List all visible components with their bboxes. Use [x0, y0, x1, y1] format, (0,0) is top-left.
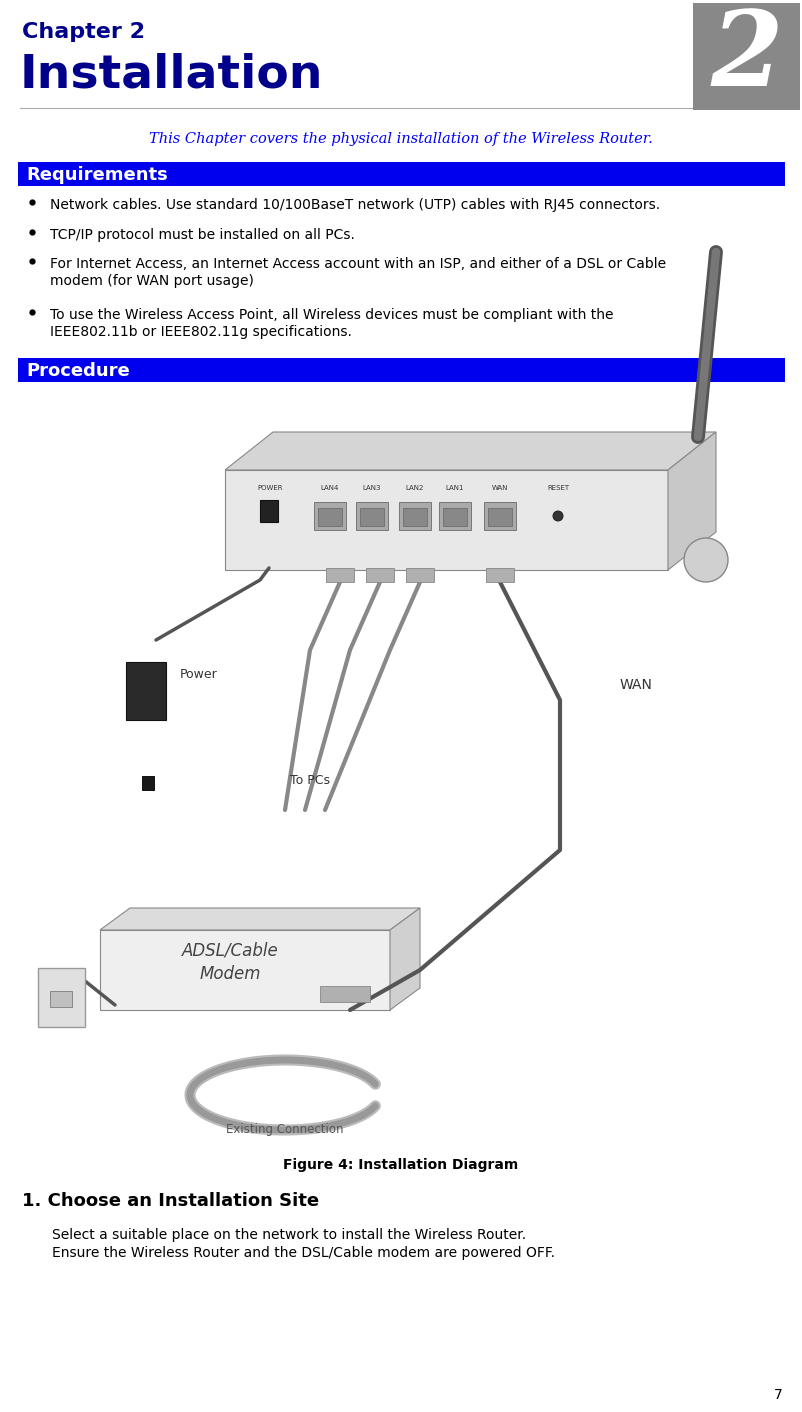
Text: Ensure the Wireless Router and the DSL/Cable modem are powered OFF.: Ensure the Wireless Router and the DSL/C…	[52, 1245, 554, 1260]
Circle shape	[553, 511, 562, 521]
Text: LAN1: LAN1	[445, 484, 464, 491]
FancyBboxPatch shape	[50, 991, 72, 1007]
Text: TCP/IP protocol must be installed on all PCs.: TCP/IP protocol must be installed on all…	[50, 227, 354, 241]
Polygon shape	[225, 432, 715, 470]
Text: Power: Power	[180, 668, 217, 682]
FancyBboxPatch shape	[326, 568, 354, 582]
FancyBboxPatch shape	[260, 500, 277, 522]
Text: RESET: RESET	[546, 484, 569, 491]
Text: This Chapter covers the physical installation of the Wireless Router.: This Chapter covers the physical install…	[149, 131, 652, 145]
Polygon shape	[100, 908, 419, 931]
FancyBboxPatch shape	[18, 359, 784, 383]
Text: WAN: WAN	[491, 484, 508, 491]
Text: To PCs: To PCs	[290, 774, 330, 786]
Text: POWER: POWER	[257, 484, 282, 491]
Polygon shape	[225, 470, 667, 570]
Text: Figure 4: Installation Diagram: Figure 4: Installation Diagram	[283, 1158, 518, 1172]
Text: Chapter 2: Chapter 2	[22, 23, 145, 42]
FancyBboxPatch shape	[355, 503, 387, 530]
FancyBboxPatch shape	[38, 969, 85, 1027]
FancyBboxPatch shape	[485, 568, 513, 582]
Text: 2: 2	[709, 6, 782, 107]
Text: IEEE802.11b or IEEE802.11g specifications.: IEEE802.11b or IEEE802.11g specification…	[50, 325, 351, 339]
Text: Requirements: Requirements	[26, 167, 168, 184]
Text: Select a suitable place on the network to install the Wireless Router.: Select a suitable place on the network t…	[52, 1228, 525, 1243]
FancyBboxPatch shape	[692, 3, 799, 110]
FancyBboxPatch shape	[359, 508, 383, 527]
FancyBboxPatch shape	[142, 777, 154, 789]
Text: For Internet Access, an Internet Access account with an ISP, and either of a DSL: For Internet Access, an Internet Access …	[50, 257, 666, 271]
Text: Network cables. Use standard 10/100BaseT network (UTP) cables with RJ45 connecto: Network cables. Use standard 10/100BaseT…	[50, 198, 659, 212]
Text: LAN2: LAN2	[405, 484, 423, 491]
Text: LAN4: LAN4	[321, 484, 338, 491]
FancyBboxPatch shape	[406, 568, 433, 582]
FancyBboxPatch shape	[488, 508, 512, 527]
Text: To use the Wireless Access Point, all Wireless devices must be compliant with th: To use the Wireless Access Point, all Wi…	[50, 308, 613, 322]
Circle shape	[683, 538, 727, 582]
FancyBboxPatch shape	[484, 503, 516, 530]
FancyBboxPatch shape	[399, 503, 431, 530]
FancyBboxPatch shape	[366, 568, 394, 582]
FancyBboxPatch shape	[126, 662, 166, 720]
Text: WAN: WAN	[619, 678, 652, 692]
FancyBboxPatch shape	[18, 162, 784, 186]
FancyBboxPatch shape	[443, 508, 467, 527]
Text: 7: 7	[773, 1388, 782, 1402]
Text: LAN3: LAN3	[363, 484, 381, 491]
Text: modem (for WAN port usage): modem (for WAN port usage)	[50, 274, 253, 288]
FancyBboxPatch shape	[320, 986, 370, 1003]
Polygon shape	[100, 931, 390, 1010]
Text: Installation: Installation	[20, 52, 323, 97]
Text: Existing Connection: Existing Connection	[226, 1124, 343, 1137]
FancyBboxPatch shape	[318, 508, 342, 527]
FancyBboxPatch shape	[439, 503, 471, 530]
Polygon shape	[667, 432, 715, 570]
FancyBboxPatch shape	[314, 503, 346, 530]
Text: ADSL/Cable
Modem: ADSL/Cable Modem	[181, 942, 278, 983]
Text: 1. Choose an Installation Site: 1. Choose an Installation Site	[22, 1192, 318, 1210]
Text: Procedure: Procedure	[26, 361, 130, 380]
Polygon shape	[390, 908, 419, 1010]
FancyBboxPatch shape	[403, 508, 427, 527]
